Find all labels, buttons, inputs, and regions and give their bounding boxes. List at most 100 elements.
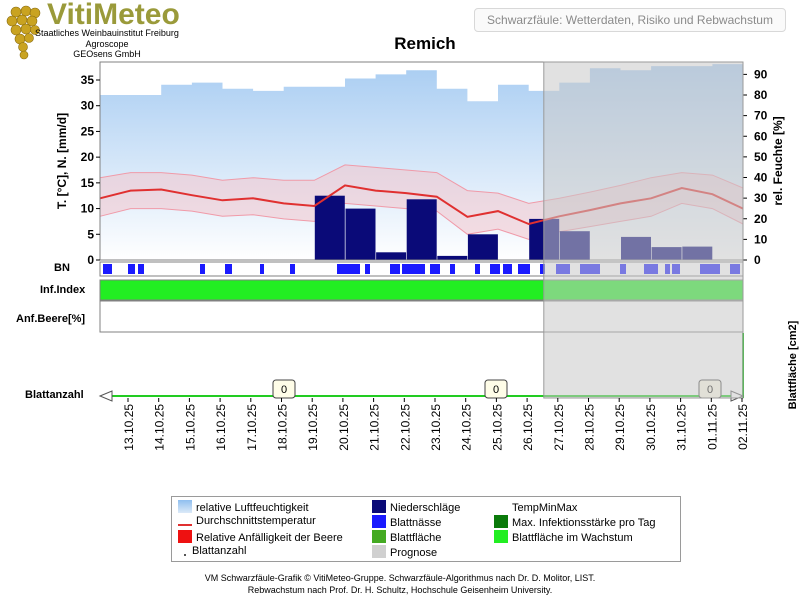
row-label-blattanzahl: Blattanzahl [25, 389, 84, 401]
legend-label: Blattfläche [390, 532, 442, 544]
legend-swatch [178, 530, 192, 543]
legend-item: Durchschnittstemperatur [178, 515, 316, 527]
precip-bar [437, 255, 468, 260]
date-label: 16.10.25 [214, 404, 228, 451]
grape-logo-icon [6, 5, 41, 60]
right-tick-label: 70 [754, 109, 768, 123]
legend-label: Relative Anfälligkeit der Beere [196, 532, 343, 544]
bn-wetness-mark [518, 264, 530, 274]
legend-item: Prognose [372, 545, 437, 559]
right-tick-label: 60 [754, 129, 768, 143]
logo-text: VitiMeteo [47, 0, 180, 31]
bn-wetness-mark [402, 264, 425, 274]
date-label: 22.10.25 [398, 404, 412, 451]
row-label-anf-beere: Anf.Beere[%] [16, 313, 86, 325]
precip-bar [345, 208, 376, 260]
date-label: 19.10.25 [306, 404, 320, 451]
blattanzahl-value: 0 [281, 384, 287, 396]
date-label: 26.10.25 [521, 404, 535, 451]
footer-line-2: Rebwachstum nach Prof. Dr. H. Schultz, H… [247, 585, 553, 595]
date-label: 25.10.25 [490, 404, 504, 451]
footer-line-1: VM Schwarzfäule-Grafik © VitiMeteo-Grupp… [204, 573, 596, 583]
precip-bar [314, 195, 345, 260]
chart-title: Remich [394, 34, 456, 53]
right-tick-label: 90 [754, 67, 768, 81]
legend-label: Blattanzahl [192, 545, 247, 557]
date-label: 20.10.25 [337, 404, 351, 451]
legend-swatch [372, 500, 386, 513]
bn-wetness-mark [225, 264, 232, 274]
left-tick-label: 5 [87, 227, 94, 241]
header-subtitle: Schwarzfäule: Wetterdaten, Risiko und Re… [474, 8, 786, 32]
date-label: 21.10.25 [368, 404, 382, 451]
right-tick-label: 80 [754, 88, 768, 102]
blattanzahl-value: 0 [493, 384, 499, 396]
legend-swatch [372, 515, 386, 528]
legend-item: Blattnässe [372, 515, 441, 529]
blattflaeche-axis-label: Blattfläche [cm2] [787, 320, 799, 409]
date-label: 24.10.25 [460, 404, 474, 451]
legend-item: Max. Infektionsstärke pro Tag [494, 515, 655, 529]
bn-wetness-mark [490, 264, 500, 274]
row-label-inf-index: Inf.Index [40, 284, 86, 296]
legend-label: relative Luftfeuchtigkeit [196, 502, 309, 514]
legend-label: TempMinMax [512, 502, 578, 514]
bn-wetness-mark [138, 264, 144, 274]
bn-wetness-mark [540, 264, 545, 274]
date-label: 02.11.25 [736, 404, 750, 450]
date-label: 17.10.25 [245, 404, 259, 451]
date-label: 01.11.25 [705, 404, 719, 450]
legend-label: Durchschnittstemperatur [196, 515, 316, 527]
right-tick-label: 0 [754, 253, 761, 267]
date-label: 13.10.25 [122, 404, 136, 451]
legend-label: Blattfläche im Wachstum [512, 532, 633, 544]
legend-item: TempMinMax [494, 500, 577, 514]
legend-item: Blattfläche im Wachstum [494, 530, 633, 544]
legend-item: Niederschläge [372, 500, 460, 514]
precip-bar [406, 199, 437, 260]
legend-swatch [178, 524, 192, 526]
date-label: 29.10.25 [613, 404, 627, 451]
blatt-left-arrow-icon [98, 390, 113, 402]
legend-item: Blattanzahl [178, 545, 246, 557]
date-label: 18.10.25 [276, 404, 290, 451]
left-tick-label: 0 [87, 253, 94, 267]
left-tick-label: 25 [81, 124, 95, 138]
legend-item: relative Luftfeuchtigkeit [178, 500, 309, 514]
legend-swatch [494, 500, 508, 513]
precip-bar [376, 252, 407, 260]
bn-wetness-mark [503, 264, 512, 274]
date-label: 23.10.25 [429, 404, 443, 451]
legend-item: Relative Anfälligkeit der Beere [178, 530, 343, 544]
legend-label: Blattnässe [390, 517, 442, 529]
bn-wetness-mark [390, 264, 400, 274]
org-line-3: GEOsens GmbH [73, 49, 141, 59]
date-label: 15.10.25 [183, 404, 197, 451]
bn-wetness-mark [290, 264, 295, 274]
date-label: 30.10.25 [644, 404, 658, 451]
right-tick-label: 10 [754, 232, 768, 246]
bn-wetness-mark [430, 264, 440, 274]
left-tick-label: 35 [81, 73, 95, 87]
bn-wetness-mark [450, 264, 455, 274]
right-axis-label: rel. Feuchte [%] [771, 116, 785, 205]
legend: relative Luftfeuchtigkeit Niederschläge Te… [171, 496, 681, 562]
legend-label: Niederschläge [390, 502, 461, 514]
left-tick-label: 15 [81, 176, 95, 190]
left-tick-label: 10 [81, 202, 95, 216]
legend-swatch [184, 554, 186, 556]
bn-wetness-mark [103, 264, 112, 274]
precip-bar [467, 234, 498, 260]
legend-label: Max. Infektionsstärke pro Tag [512, 517, 656, 529]
org-line-1: Staatliches Weinbauinstitut Freiburg [35, 28, 179, 38]
bn-wetness-mark [260, 264, 264, 274]
legend-label: Prognose [390, 547, 438, 559]
right-tick-label: 40 [754, 171, 768, 185]
bn-wetness-mark [365, 264, 370, 274]
row-label-bn: BN [54, 262, 70, 274]
right-tick-label: 50 [754, 150, 768, 164]
legend-swatch [494, 515, 508, 528]
bn-wetness-mark [337, 264, 360, 274]
